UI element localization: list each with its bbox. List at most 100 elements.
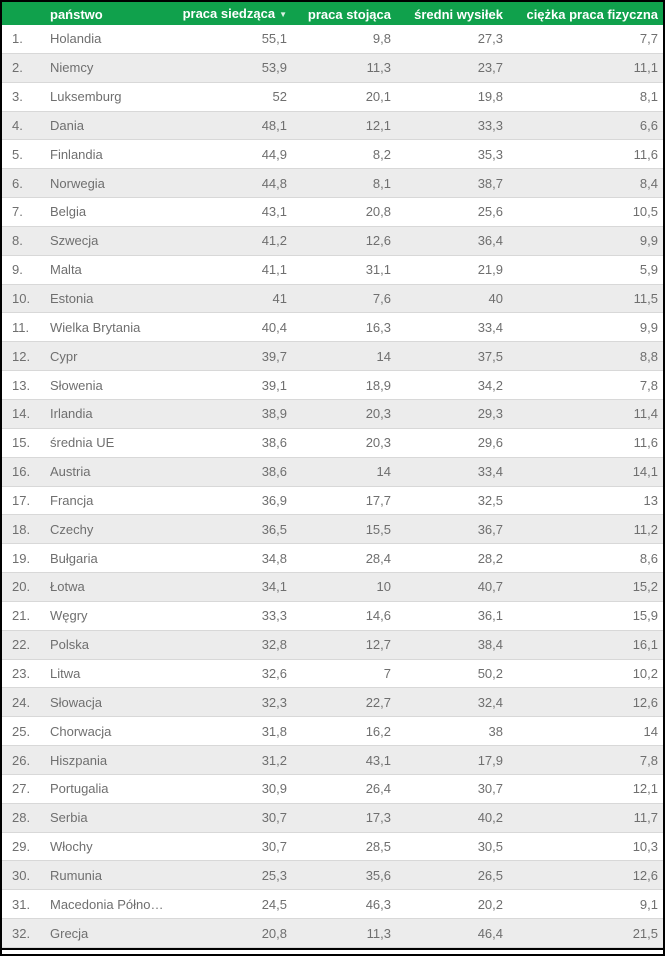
sitting-work-cell: 44,8 [261, 175, 287, 191]
standing-work-cell: 11,3 [366, 60, 391, 76]
heavy-physical-work-cell: 7,8 [639, 752, 658, 768]
heavy-physical-work-cell: 14 [643, 723, 658, 739]
medium-effort-cell: 37,5 [477, 348, 503, 364]
header-country[interactable]: państwo [50, 7, 103, 22]
country-cell: Belgia [50, 204, 87, 220]
heavy-physical-work-cell: 13 [643, 492, 658, 508]
rank-cell: 8. [12, 233, 23, 249]
table-row: 24. Słowacja 32,3 22,7 32,4 12,6 [2, 688, 663, 718]
rank-cell: 23. [12, 665, 31, 681]
sitting-work-cell: 36,9 [261, 492, 287, 508]
country-cell: Wielka Brytania [50, 319, 141, 335]
medium-effort-cell: 29,6 [477, 435, 503, 451]
medium-effort-cell: 40 [488, 291, 503, 307]
standing-work-cell: 14 [376, 348, 391, 364]
rank-cell: 16. [12, 464, 31, 480]
heavy-physical-work-cell: 5,9 [639, 262, 658, 278]
country-cell: Dania [50, 117, 84, 133]
standing-work-cell: 20,3 [365, 435, 391, 451]
rank-cell: 11. [12, 319, 30, 335]
sitting-work-cell: 31,8 [261, 723, 287, 739]
header-standing-work[interactable]: praca stojąca [307, 7, 391, 22]
medium-effort-cell: 30,7 [477, 781, 503, 797]
heavy-physical-work-cell: 10,3 [632, 839, 658, 855]
sitting-work-cell: 33,3 [261, 608, 287, 624]
table-row: 2. Niemcy 53,9 11,3 23,7 11,1 [2, 53, 663, 83]
table-row: 23. Litwa 32,6 7 50,2 10,2 [2, 659, 663, 689]
heavy-physical-work-cell: 8,6 [639, 550, 658, 566]
rank-cell: 9. [12, 262, 23, 278]
medium-effort-cell: 17,9 [477, 752, 503, 768]
table-row: 27. Portugalia 30,9 26,4 30,7 12,1 [2, 774, 663, 804]
rank-cell: 7. [12, 204, 23, 220]
table-header-row: państwo praca siedząca ▼ praca stojąca śr… [2, 2, 663, 25]
sitting-work-cell: 41 [272, 291, 287, 307]
medium-effort-cell: 20,2 [477, 896, 503, 912]
rank-cell: 18. [12, 521, 31, 537]
country-cell: Finlandia [50, 146, 103, 162]
heavy-physical-work-cell: 15,2 [632, 579, 658, 595]
heavy-physical-work-cell: 8,8 [639, 348, 658, 364]
standing-work-cell: 17,7 [365, 492, 391, 508]
standing-work-cell: 20,3 [365, 406, 391, 422]
heavy-physical-work-cell: 9,1 [639, 896, 658, 912]
country-cell: Słowacja [50, 694, 103, 710]
heavy-physical-work-cell: 7,8 [639, 377, 658, 393]
table-row: 12. Cypr 39,7 14 37,5 8,8 [2, 342, 663, 372]
standing-work-cell: 14,6 [365, 608, 391, 624]
rank-cell: 10. [12, 291, 31, 307]
standing-work-cell: 12,7 [365, 637, 391, 653]
standing-work-cell: 15,5 [365, 521, 391, 537]
heavy-physical-work-cell: 9,9 [639, 233, 658, 249]
bottom-strip [2, 950, 663, 954]
standing-work-cell: 22,7 [365, 694, 391, 710]
sitting-work-cell: 43,1 [261, 204, 287, 220]
country-cell: Austria [50, 464, 91, 480]
standing-work-cell: 16,2 [365, 723, 391, 739]
sitting-work-cell: 25,3 [261, 867, 287, 883]
header-sitting-work-label: praca siedząca [182, 6, 276, 21]
sitting-work-cell: 38,6 [261, 435, 287, 451]
sitting-work-cell: 48,1 [261, 117, 287, 133]
country-cell: Francja [50, 492, 94, 508]
rank-cell: 14. [12, 406, 31, 422]
heavy-physical-work-cell: 9,9 [639, 319, 658, 335]
country-cell: Irlandia [50, 406, 93, 422]
country-cell: Serbia [50, 810, 88, 826]
country-cell: Szwecja [50, 233, 99, 249]
rank-cell: 12. [12, 348, 31, 364]
heavy-physical-work-cell: 15,9 [632, 608, 658, 624]
medium-effort-cell: 29,3 [477, 406, 503, 422]
country-cell: Niemcy [50, 60, 94, 76]
standing-work-cell: 31,1 [365, 262, 391, 278]
header-heavy-physical-work[interactable]: ciężka praca fizyczna [526, 7, 658, 22]
rank-cell: 17. [12, 492, 31, 508]
country-cell: Malta [50, 262, 82, 278]
rank-cell: 21. [12, 608, 31, 624]
medium-effort-cell: 33,4 [477, 319, 503, 335]
header-medium-effort[interactable]: średni wysiłek [414, 7, 503, 22]
rank-cell: 32. [12, 925, 31, 941]
sort-desc-icon: ▼ [279, 10, 287, 19]
table-row: 26. Hiszpania 31,2 43,1 17,9 7,8 [2, 746, 663, 775]
table-row: 16. Austria 38,6 14 33,4 14,1 [2, 457, 663, 487]
table-row: 6. Norwegia 44,8 8,1 38,7 8,4 [2, 169, 663, 199]
heavy-physical-work-cell: 11,7 [633, 810, 658, 826]
country-cell: Czechy [50, 521, 94, 537]
rank-cell: 1. [12, 31, 23, 47]
table-row: 4. Dania 48,1 12,1 33,3 6,6 [2, 111, 663, 141]
table-row: 9. Malta 41,1 31,1 21,9 5,9 [2, 255, 663, 285]
header-sitting-work[interactable]: praca siedząca ▼ [165, 2, 297, 27]
standing-work-cell: 7,6 [372, 291, 391, 307]
table-row: 17. Francja 36,9 17,7 32,5 13 [2, 486, 663, 516]
country-cell: Grecja [50, 925, 89, 941]
heavy-physical-work-cell: 11,5 [633, 291, 658, 307]
sitting-work-cell: 31,2 [261, 752, 287, 768]
heavy-physical-work-cell: 6,6 [639, 117, 658, 133]
sitting-work-cell: 52 [272, 89, 287, 105]
table-row: 1. Holandia 55,1 9,8 27,3 7,7 [2, 25, 663, 54]
country-cell: Holandia [50, 31, 102, 47]
rank-cell: 26. [12, 752, 31, 768]
standing-work-cell: 8,2 [372, 146, 391, 162]
country-cell: Polska [50, 637, 90, 653]
